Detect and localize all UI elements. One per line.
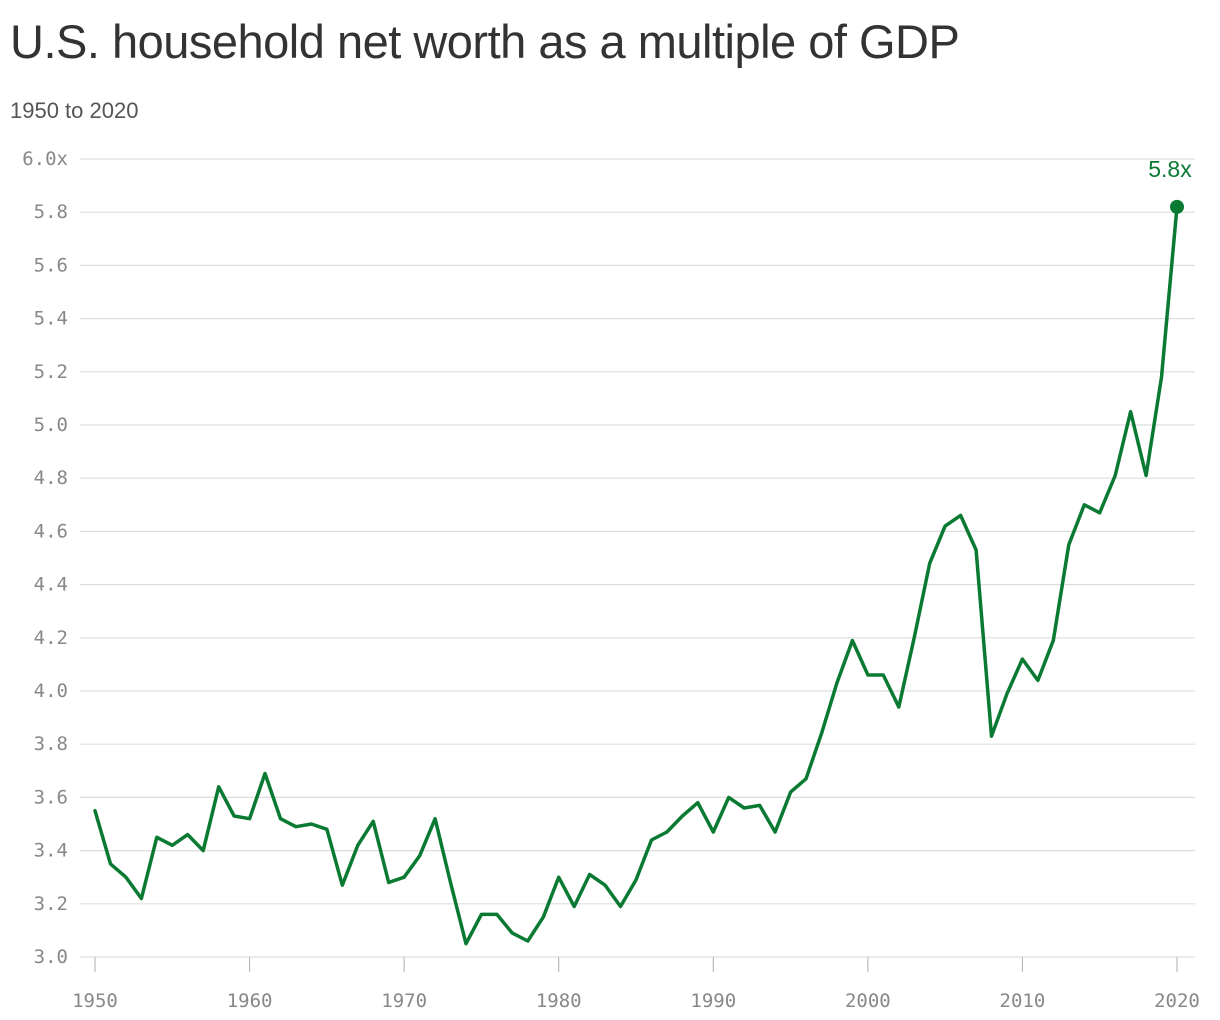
chart-title: U.S. household net worth as a multiple o… bbox=[10, 15, 960, 68]
y-tick-label: 3.8 bbox=[34, 733, 68, 755]
series-line bbox=[93, 205, 1179, 946]
y-tick-label: 3.4 bbox=[34, 840, 68, 862]
y-tick-label: 6.0x bbox=[22, 148, 68, 170]
x-tick-label: 1960 bbox=[227, 990, 273, 1012]
y-tick-label: 3.2 bbox=[34, 893, 68, 915]
chart-subtitle: 1950 to 2020 bbox=[10, 98, 139, 123]
y-tick-label: 5.2 bbox=[34, 361, 68, 383]
y-tick-label: 5.4 bbox=[34, 308, 68, 330]
y-tick-label: 4.6 bbox=[34, 520, 68, 542]
y-tick-label: 5.0 bbox=[34, 414, 68, 436]
y-tick-label: 3.0 bbox=[34, 946, 68, 968]
y-tick-label: 3.6 bbox=[34, 786, 68, 808]
y-tick-label: 4.2 bbox=[34, 627, 68, 649]
end-value-label: 5.8x bbox=[1148, 156, 1192, 182]
x-tick-label: 1950 bbox=[72, 990, 118, 1012]
x-tick-label: 1980 bbox=[536, 990, 582, 1012]
x-tick-label: 2020 bbox=[1154, 990, 1200, 1012]
x-tick-label: 2000 bbox=[845, 990, 891, 1012]
end-point bbox=[1170, 199, 1184, 214]
y-tick-label: 4.4 bbox=[34, 574, 68, 596]
y-tick-label: 5.8 bbox=[34, 201, 68, 223]
x-tick-label: 1990 bbox=[690, 990, 736, 1012]
y-tick-label: 4.0 bbox=[34, 680, 68, 702]
y-tick-label: 4.8 bbox=[34, 467, 68, 489]
x-tick-label: 2010 bbox=[1000, 990, 1046, 1012]
gridlines bbox=[80, 158, 1195, 958]
y-axis-ticks: 3.0 3.2 3.4 3.6 3.8 4.0 4.2 4.4 4.6 4.8 5.0 5.2 5.4 5… bbox=[22, 148, 68, 968]
y-tick-label: 5.6 bbox=[34, 254, 68, 276]
x-axis-ticks: 1950 1960 1970 1980 1990 2000 2010 2020 bbox=[72, 957, 1200, 1012]
x-tick-label: 1970 bbox=[381, 990, 427, 1012]
